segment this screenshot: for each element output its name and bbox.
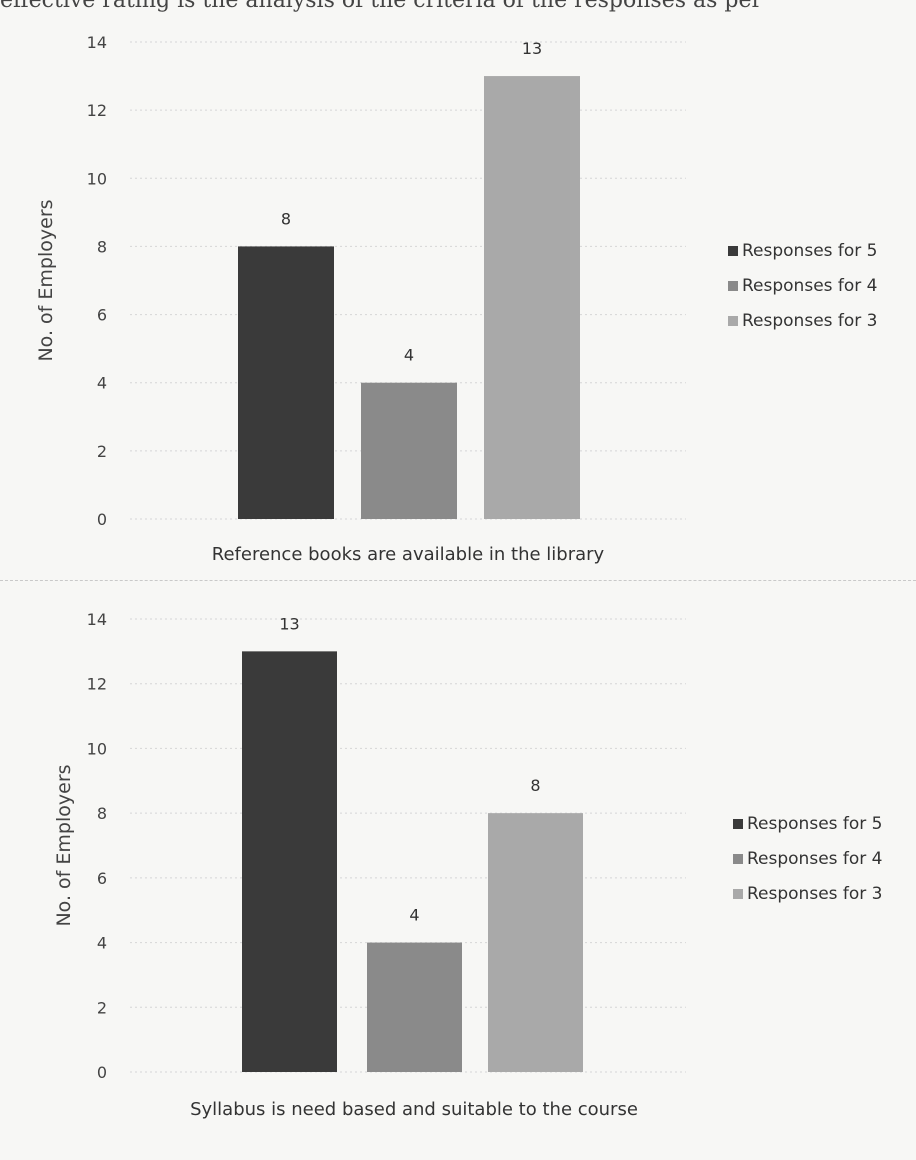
y-tick-label: 14 (87, 610, 107, 629)
legend-label: Responses for 3 (747, 884, 883, 904)
legend-label: Responses for 4 (747, 849, 883, 869)
legend-label: Responses for 5 (742, 241, 878, 261)
bar (484, 76, 580, 520)
y-tick-label: 12 (87, 675, 107, 694)
legend-label: Responses for 3 (742, 311, 878, 331)
y-tick-label: 0 (97, 1063, 107, 1082)
chart-syllabus: 0 2 4 6 8 10 12 14 No. of Employers 13 4 8 Syllabus … (0, 585, 916, 1160)
x-axis-label: Syllabus is need based and suitable to t… (190, 1099, 638, 1120)
data-label: 8 (281, 209, 291, 228)
legend-swatch (733, 854, 743, 864)
legend-swatch (728, 281, 738, 291)
chart-reference-books: 0 2 4 6 8 10 12 14 No. of Employers 8 4 13 Reference… (0, 0, 916, 575)
legend-label: Responses for 5 (747, 814, 883, 834)
y-tick-label: 4 (97, 934, 107, 953)
y-tick-label: 2 (97, 442, 107, 461)
chart-divider (0, 580, 916, 581)
y-axis-label: No. of Employers (35, 199, 57, 361)
chart-syllabus-svg: 0 2 4 6 8 10 12 14 No. of Employers 13 4 8 Syllabus … (53, 610, 883, 1120)
bar (488, 813, 583, 1072)
legend-swatch (728, 246, 738, 256)
y-tick-label: 0 (97, 510, 107, 529)
data-label: 8 (530, 776, 540, 795)
bar (242, 651, 337, 1072)
data-label: 13 (279, 614, 299, 633)
y-tick-label: 10 (87, 169, 107, 188)
bar (367, 942, 462, 1072)
y-tick-label: 10 (87, 739, 107, 758)
legend-swatch (733, 819, 743, 829)
y-tick-label: 6 (97, 306, 107, 325)
legend-swatch (728, 316, 738, 326)
y-tick-label: 14 (87, 33, 107, 52)
y-axis-label: No. of Employers (53, 764, 75, 926)
bar (361, 382, 457, 519)
data-label: 13 (522, 39, 542, 58)
y-tick-label: 8 (97, 804, 107, 823)
x-axis-label: Reference books are available in the lib… (212, 544, 605, 565)
y-tick-label: 6 (97, 869, 107, 888)
clipped-body-text: effective rating is the analysis of the … (0, 0, 763, 13)
chart-reference-books-svg: 0 2 4 6 8 10 12 14 No. of Employers 8 4 13 Reference… (35, 33, 878, 565)
y-tick-label: 12 (87, 101, 107, 120)
bar (238, 246, 334, 519)
y-tick-label: 2 (97, 998, 107, 1017)
legend-swatch (733, 889, 743, 899)
legend-label: Responses for 4 (742, 276, 878, 296)
data-label: 4 (404, 346, 414, 365)
y-tick-label: 4 (97, 374, 107, 393)
data-label: 4 (409, 906, 419, 925)
y-tick-label: 8 (97, 237, 107, 256)
